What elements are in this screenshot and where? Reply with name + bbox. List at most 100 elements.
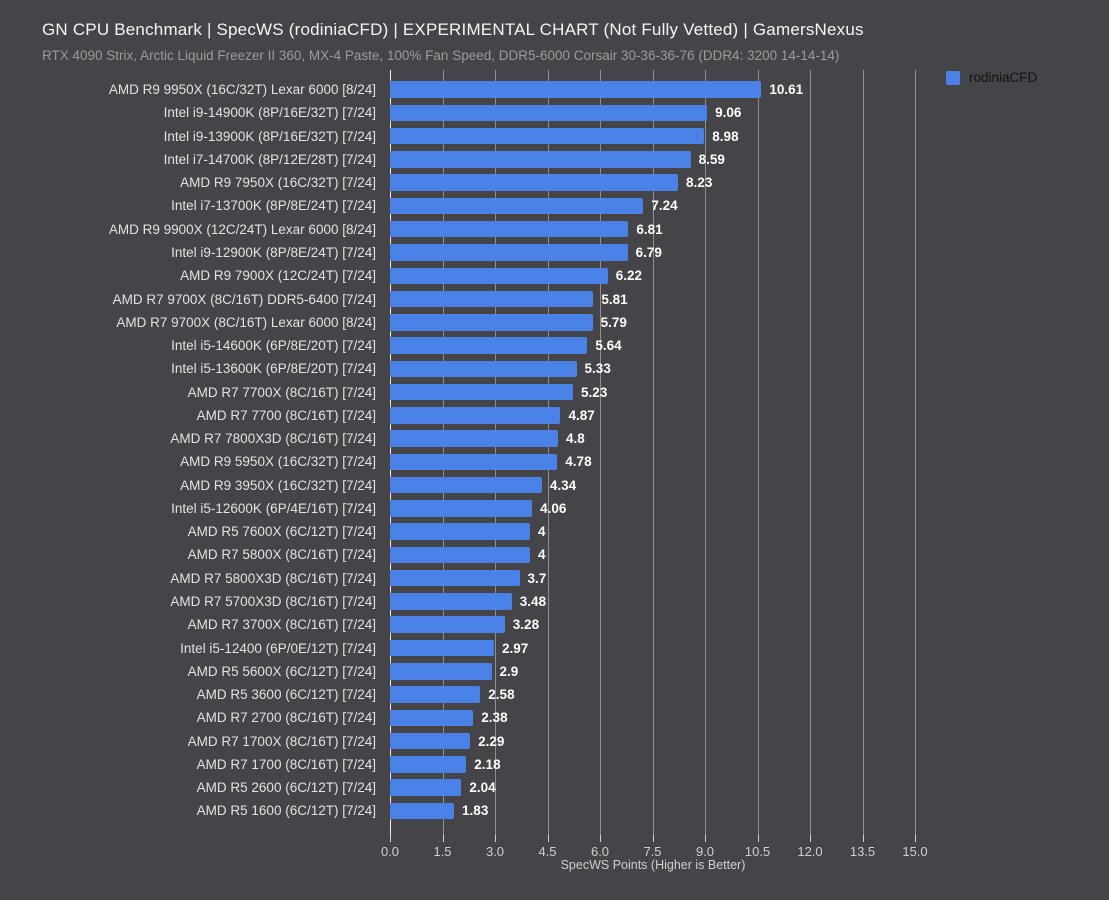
legend: rodiniaCFD <box>946 70 1037 85</box>
bar-row: Intel i9-14900K (8P/16E/32T) [7/24] 9.06 <box>0 101 1109 124</box>
category-label: AMD R9 9900X (12C/24T) Lexar 6000 [8/24] <box>108 221 376 237</box>
value-label: 2.9 <box>499 663 519 679</box>
value-label: 3.7 <box>527 570 547 586</box>
x-tick-mark <box>810 835 811 842</box>
category-label: AMD R5 2600 (6C/12T) [7/24] <box>196 780 376 796</box>
bar-track: 6.79 <box>390 241 1109 264</box>
gridline <box>442 70 444 835</box>
bar-row: AMD R7 5800X (8C/16T) [7/24] 4 <box>0 543 1109 566</box>
bar-row: AMD R9 9950X (16C/32T) Lexar 6000 [8/24]… <box>0 78 1109 101</box>
value-label: 2.58 <box>488 687 515 703</box>
bar-track: 5.64 <box>390 334 1109 357</box>
bar <box>390 802 455 820</box>
x-tick-label: 9.0 <box>695 844 715 859</box>
value-label: 4.87 <box>568 407 595 423</box>
bar-row: AMD R5 7600X (6C/12T) [7/24] 4 <box>0 520 1109 543</box>
bar <box>390 453 558 471</box>
bar <box>390 523 530 540</box>
bar-track: 2.38 <box>390 706 1109 729</box>
value-label: 8.23 <box>686 175 713 191</box>
gridline <box>862 70 864 835</box>
category-label: Intel i7-14700K (8P/12E/28T) [7/24] <box>163 151 376 167</box>
bar-track: 8.59 <box>390 148 1109 171</box>
value-label: 2.97 <box>501 640 529 656</box>
x-tick-mark <box>600 835 601 842</box>
value-label: 2.38 <box>481 710 508 726</box>
gridline <box>915 70 916 835</box>
bar-row: AMD R7 9700X (8C/16T) DDR5-6400 [7/24] 5.… <box>0 287 1109 310</box>
category-label: AMD R5 3600 (6C/12T) [7/24] <box>196 687 376 703</box>
x-tick-label: 10.5 <box>744 844 771 859</box>
value-label: 8.59 <box>698 151 725 167</box>
bar <box>390 500 533 517</box>
bar-track: 6.22 <box>390 264 1109 287</box>
category-label: AMD R7 5800X3D (8C/16T) [7/24] <box>170 570 376 586</box>
legend-label: rodiniaCFD <box>969 70 1038 85</box>
bar-track: 9.06 <box>390 101 1109 124</box>
bar-track: 2.04 <box>390 776 1109 799</box>
bar <box>390 639 494 657</box>
bar-row: AMD R7 1700X (8C/16T) [7/24] 2.29 <box>0 729 1109 752</box>
category-label: AMD R5 1600 (6C/12T) [7/24] <box>196 803 376 819</box>
category-label: AMD R9 7900X (12C/24T) [7/24] <box>180 268 376 284</box>
x-tick-mark <box>547 835 549 842</box>
bar-track: 5.81 <box>390 287 1109 310</box>
bar-track: 4.06 <box>390 497 1109 520</box>
category-label: Intel i9-12900K (8P/8E/24T) [7/24] <box>171 244 376 260</box>
gridline <box>547 70 549 835</box>
gridline <box>810 70 811 835</box>
category-label: AMD R9 7950X (16C/32T) [7/24] <box>180 175 376 191</box>
value-label: 10.61 <box>769 82 804 98</box>
bar-track: 4.78 <box>390 450 1109 473</box>
bar-row: Intel i5-12400 (6P/0E/12T) [7/24] 2.97 <box>0 636 1109 659</box>
value-label: 6.79 <box>635 244 662 260</box>
bar-row: AMD R7 7700X (8C/16T) [7/24] 5.23 <box>0 380 1109 403</box>
bar-track: 2.29 <box>390 729 1109 752</box>
category-label: AMD R7 7700X (8C/16T) [7/24] <box>187 384 376 400</box>
bar-track: 8.98 <box>390 125 1109 148</box>
x-tick-label: 0.0 <box>380 844 400 859</box>
bar-track: 2.58 <box>390 683 1109 706</box>
category-label: AMD R7 1700 (8C/16T) [7/24] <box>196 756 376 772</box>
bar-row: Intel i5-13600K (6P/8E/20T) [7/24] 5.33 <box>0 357 1109 380</box>
bar-track: 4.34 <box>390 474 1109 497</box>
bar-track: 1.83 <box>390 799 1109 822</box>
bar <box>390 360 577 378</box>
bar-rows: AMD R9 9950X (16C/32T) Lexar 6000 [8/24]… <box>0 78 1109 823</box>
bar <box>390 546 530 564</box>
value-label: 2.29 <box>478 733 505 749</box>
category-label: AMD R7 9700X (8C/16T) DDR5-6400 [7/24] <box>112 291 376 307</box>
x-tick-mark <box>442 835 444 842</box>
bar-row: AMD R5 2600 (6C/12T) [7/24] 2.04 <box>0 776 1109 799</box>
x-axis-title: SpecWS Points (Higher is Better) <box>560 858 746 872</box>
bar <box>390 383 574 401</box>
chart-subtitle: RTX 4090 Strix, Arctic Liquid Freezer II… <box>42 48 840 63</box>
x-tick-label: 7.5 <box>643 844 662 859</box>
bar-row: AMD R7 2700 (8C/16T) [7/24] 2.38 <box>0 706 1109 729</box>
bar-track: 2.18 <box>390 753 1109 776</box>
bar-row: AMD R5 3600 (6C/12T) [7/24] 2.58 <box>0 683 1109 706</box>
category-label: Intel i7-13700K (8P/8E/24T) [7/24] <box>171 198 376 214</box>
gridline <box>705 70 706 835</box>
category-label: AMD R7 7800X3D (8C/16T) [7/24] <box>170 431 376 447</box>
bar-row: AMD R7 7800X3D (8C/16T) [7/24] 4.8 <box>0 427 1109 450</box>
value-label: 5.23 <box>581 384 608 400</box>
bar <box>390 569 520 587</box>
value-label: 4.8 <box>566 431 585 447</box>
bar-track: 4.87 <box>390 404 1109 427</box>
bar-row: AMD R9 7900X (12C/24T) [7/24] 6.22 <box>0 264 1109 287</box>
x-tick-mark <box>862 835 864 842</box>
value-label: 3.48 <box>519 593 547 609</box>
x-tick-mark <box>652 835 654 842</box>
value-label: 7.24 <box>651 198 678 214</box>
bar <box>390 663 492 680</box>
x-tick-mark <box>705 835 706 842</box>
value-label: 4 <box>538 524 546 540</box>
bar <box>390 244 628 261</box>
x-tick-mark <box>757 835 759 842</box>
bar-track: 8.23 <box>390 171 1109 194</box>
bar-row: Intel i9-13900K (8P/16E/32T) [7/24] 8.98 <box>0 125 1109 148</box>
bar-row: AMD R9 3950X (16C/32T) [7/24] 4.34 <box>0 474 1109 497</box>
value-label: 5.81 <box>601 291 628 307</box>
